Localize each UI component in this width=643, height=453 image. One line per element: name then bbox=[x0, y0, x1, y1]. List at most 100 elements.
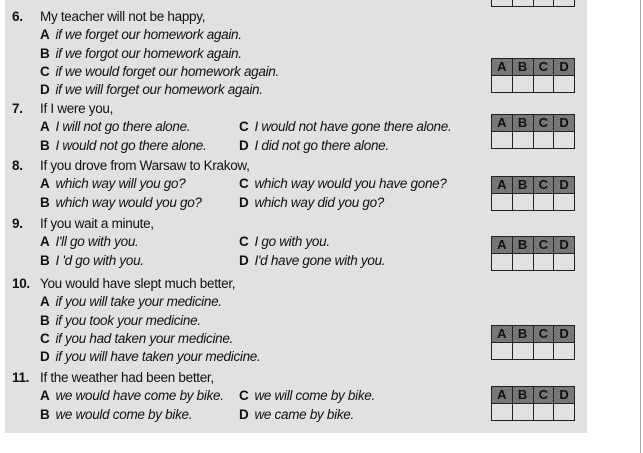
question-number: 11. bbox=[12, 370, 30, 385]
option-letter: A bbox=[40, 388, 50, 404]
answer-header-b: B bbox=[512, 237, 534, 253]
answer-header-d: D bbox=[554, 237, 574, 253]
option-text: I would not go there alone. bbox=[55, 137, 207, 153]
answer-cell-d[interactable] bbox=[554, 253, 574, 270]
option-letter: D bbox=[239, 252, 249, 268]
option-text: which way would you have gone? bbox=[254, 176, 447, 192]
answer-cell-c[interactable] bbox=[533, 193, 555, 210]
answer-cell-b[interactable] bbox=[512, 342, 534, 359]
answer-cell-d[interactable] bbox=[554, 131, 574, 148]
answer-cell-d[interactable] bbox=[554, 193, 574, 210]
option-letter: D bbox=[40, 82, 50, 98]
answer-header-a: A bbox=[492, 177, 513, 193]
answer-header-c: C bbox=[533, 115, 555, 131]
answer-cell-c[interactable] bbox=[534, 0, 555, 6]
answer-cell-c[interactable] bbox=[533, 403, 555, 420]
answer-cell-c[interactable] bbox=[533, 75, 555, 92]
answer-cell-a[interactable] bbox=[492, 342, 513, 359]
answer-cell-d[interactable] bbox=[554, 403, 574, 420]
option-letter: D bbox=[40, 349, 50, 365]
option-letter: C bbox=[40, 330, 50, 346]
option-text: we would come by bike. bbox=[55, 406, 193, 422]
option-b: B I 'd go with you. bbox=[40, 253, 144, 269]
answer-cell-c[interactable] bbox=[533, 253, 555, 270]
option-letter: B bbox=[40, 137, 50, 153]
option-text: if you will have taken your medicine. bbox=[55, 349, 261, 365]
option-text: we would have come by bike. bbox=[55, 388, 224, 404]
answer-header-c: C bbox=[533, 237, 555, 253]
option-letter: B bbox=[40, 312, 50, 328]
answer-cell-row bbox=[492, 403, 574, 420]
question-stem: If I were you, bbox=[40, 101, 114, 116]
question-stem: You would have slept much better, bbox=[40, 276, 236, 291]
answer-cell-row bbox=[492, 253, 574, 270]
option-a: A I'll go with you. bbox=[40, 234, 139, 250]
answer-cell-d[interactable] bbox=[554, 342, 574, 359]
answer-header-d: D bbox=[554, 326, 574, 342]
answer-cell-d[interactable] bbox=[554, 75, 574, 92]
option-letter: C bbox=[239, 119, 249, 135]
question-stem: My teacher will not be happy, bbox=[40, 9, 206, 24]
answer-header-d: D bbox=[554, 115, 574, 131]
answer-header-a: A bbox=[492, 387, 513, 403]
option-letter: B bbox=[40, 406, 50, 422]
answer-cell-c[interactable] bbox=[533, 131, 555, 148]
option-text: which way will you go? bbox=[55, 176, 186, 192]
option-letter: A bbox=[40, 294, 50, 310]
answer-header-a: A bbox=[492, 237, 513, 253]
question-number: 6. bbox=[12, 9, 23, 24]
answer-cell-c[interactable] bbox=[533, 342, 555, 359]
option-letter: C bbox=[239, 234, 249, 250]
answer-cell-b[interactable] bbox=[513, 0, 534, 6]
question-number: 10. bbox=[12, 276, 30, 291]
answer-cell-a[interactable] bbox=[492, 131, 513, 148]
answer-cell-b[interactable] bbox=[512, 193, 534, 210]
answer-cell-b[interactable] bbox=[512, 253, 534, 270]
option-text: which way did you go? bbox=[254, 194, 384, 210]
answer-cell-a[interactable] bbox=[492, 75, 513, 92]
answer-cell-a[interactable] bbox=[492, 253, 513, 270]
answer-cell-a[interactable] bbox=[492, 0, 513, 6]
answer-cell-b[interactable] bbox=[512, 131, 534, 148]
option-text: if you will take your medicine. bbox=[55, 294, 222, 310]
option-letter: A bbox=[40, 119, 50, 135]
answer-header-b: B bbox=[512, 387, 534, 403]
answer-cell-a[interactable] bbox=[492, 403, 513, 420]
answer-cell-d[interactable] bbox=[554, 0, 574, 6]
answer-header-c: C bbox=[533, 177, 555, 193]
answer-cell-b[interactable] bbox=[512, 75, 534, 92]
answer-header-a: A bbox=[492, 326, 513, 342]
option-letter: D bbox=[239, 137, 249, 153]
option-a: A I will not go there alone. bbox=[40, 119, 191, 135]
answer-cell-b[interactable] bbox=[512, 403, 534, 420]
option-letter: A bbox=[40, 234, 50, 250]
answer-cell-a[interactable] bbox=[492, 193, 513, 210]
answer-header-c: C bbox=[533, 326, 555, 342]
option-text: I will not go there alone. bbox=[55, 119, 191, 135]
option-text: I 'd go with you. bbox=[55, 252, 144, 268]
option-text: if we forgot our homework again. bbox=[55, 45, 242, 61]
